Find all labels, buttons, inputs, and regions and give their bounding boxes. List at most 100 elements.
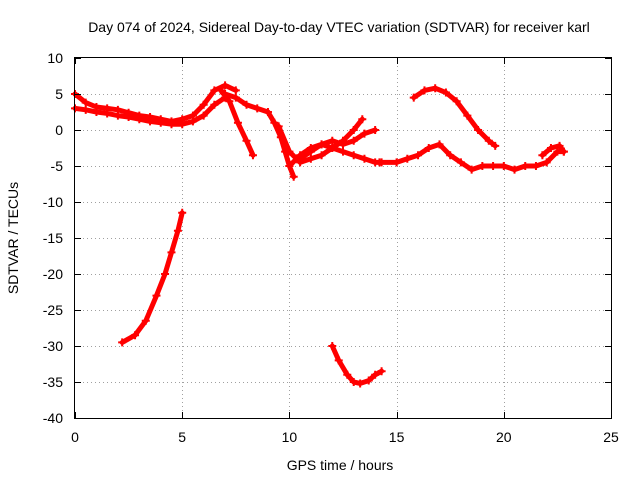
data-point [113, 111, 122, 120]
series-arc-f [296, 126, 380, 163]
data-point [356, 379, 365, 388]
series-arc-h [409, 84, 500, 150]
y-tick-label: -25 [43, 302, 63, 318]
data-point [349, 151, 358, 160]
data-point [135, 115, 144, 124]
series-line [297, 127, 378, 162]
data-point [152, 291, 161, 300]
data-point [420, 86, 429, 95]
data-point [242, 100, 251, 109]
data-point [146, 117, 155, 126]
data-point [349, 136, 358, 145]
data-point [124, 113, 133, 122]
data-point [424, 144, 433, 152]
data-point [349, 378, 358, 386]
y-tick-label: -10 [43, 194, 63, 210]
series-line [72, 82, 239, 124]
data-point [467, 165, 476, 174]
data-point [274, 122, 283, 131]
series-layer [71, 81, 568, 388]
y-tick-label: 10 [47, 50, 63, 66]
series-line [539, 143, 567, 158]
data-point [199, 100, 208, 109]
data-point [296, 154, 305, 163]
data-point [538, 151, 547, 160]
x-tick-label: 15 [389, 429, 405, 445]
data-point [231, 86, 240, 95]
data-point [216, 86, 225, 95]
data-point [221, 81, 230, 90]
data-point [435, 140, 444, 149]
data-point [334, 356, 343, 365]
data-point [499, 162, 508, 170]
data-point [392, 158, 401, 167]
data-point [248, 151, 257, 160]
series-line [222, 91, 297, 180]
data-point [403, 154, 412, 163]
data-point [242, 136, 251, 145]
data-point [555, 141, 564, 150]
data-point [414, 151, 423, 160]
data-point [364, 376, 373, 385]
data-point [289, 172, 298, 181]
data-point [306, 154, 315, 163]
data-point [285, 162, 294, 170]
data-point [358, 115, 367, 124]
data-point [131, 331, 140, 340]
data-point [81, 105, 90, 114]
y-tick-label: -30 [43, 338, 63, 354]
series-line [286, 116, 365, 169]
data-point [478, 162, 487, 170]
data-point [360, 154, 369, 163]
data-point [546, 144, 555, 152]
data-point [317, 151, 326, 160]
data-point [474, 126, 483, 134]
data-point [156, 118, 165, 127]
data-point [167, 248, 176, 257]
data-point [81, 98, 90, 107]
data-point [317, 140, 326, 149]
chart-title: Day 074 of 2024, Sidereal Day-to-day VTE… [88, 19, 590, 35]
data-point [463, 111, 472, 120]
data-point [339, 147, 347, 156]
x-axis-label: GPS time / hours [287, 457, 394, 473]
data-point [263, 108, 272, 116]
data-point [167, 120, 176, 129]
plot-frame [74, 57, 612, 419]
series-arc-g [375, 140, 568, 174]
data-point [491, 141, 500, 150]
data-point [328, 144, 337, 152]
x-tick-label: 20 [496, 429, 512, 445]
data-point [173, 226, 182, 235]
data-point [285, 147, 294, 156]
y-tick-label: -20 [43, 266, 63, 282]
x-tick-label: 10 [282, 429, 298, 445]
data-point [371, 126, 380, 134]
series-arc-k [328, 342, 386, 388]
x-tick-label: 5 [178, 429, 186, 445]
data-point [375, 158, 384, 167]
data-point [178, 208, 187, 217]
data-point [178, 120, 187, 129]
data-point [188, 117, 197, 126]
data-point [489, 162, 498, 170]
data-point [161, 270, 170, 278]
data-point [431, 84, 440, 93]
data-point [542, 158, 551, 167]
y-tick-label: 0 [55, 122, 63, 138]
y-tick-label: -40 [43, 410, 63, 426]
data-point [231, 93, 240, 102]
data-point [270, 118, 279, 127]
series-arc-j [118, 208, 187, 347]
series-arc-c [221, 90, 298, 181]
data-point [510, 165, 519, 174]
x-tick-label: 0 [71, 429, 79, 445]
y-tick-label: -5 [51, 158, 64, 174]
y-tick-label: -15 [43, 230, 63, 246]
data-point [484, 136, 493, 145]
data-point [452, 97, 461, 106]
y-tick-label: 5 [55, 86, 63, 102]
data-point [371, 370, 380, 379]
